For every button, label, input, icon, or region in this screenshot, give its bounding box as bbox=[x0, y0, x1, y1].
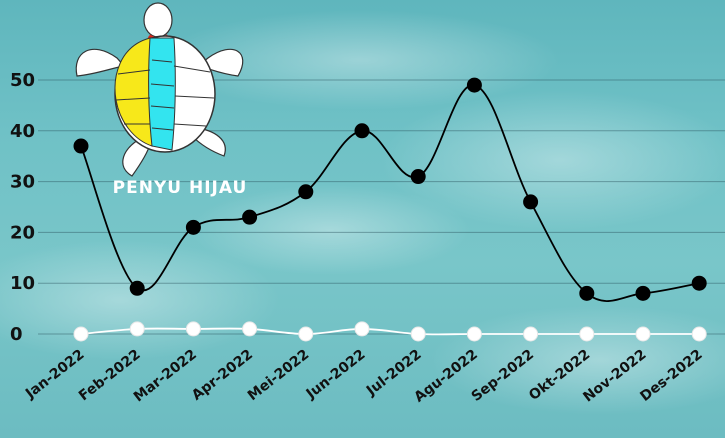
data-point bbox=[73, 138, 89, 154]
data-point bbox=[579, 285, 595, 301]
y-tick-label: 30 bbox=[10, 172, 35, 193]
data-point bbox=[466, 77, 482, 93]
data-point bbox=[354, 321, 370, 337]
x-tick-label: Agu-2022 bbox=[411, 347, 480, 406]
data-point bbox=[635, 326, 651, 342]
data-point bbox=[410, 326, 426, 342]
data-point bbox=[354, 123, 370, 139]
x-tick-label: Nov-2022 bbox=[580, 347, 649, 406]
data-point bbox=[579, 326, 595, 342]
green-sea-turtle-icon: PENYU HIJAU bbox=[75, 2, 248, 198]
data-point bbox=[523, 194, 539, 210]
x-tick-label: Mei-2022 bbox=[245, 347, 312, 405]
x-tick-label: Des-2022 bbox=[637, 347, 705, 405]
x-tick-label: Apr-2022 bbox=[189, 347, 256, 404]
data-point bbox=[242, 321, 258, 337]
data-point bbox=[466, 326, 482, 342]
data-point bbox=[410, 169, 426, 185]
data-point bbox=[129, 321, 145, 337]
series-0 bbox=[73, 77, 707, 302]
x-tick-label: Mar-2022 bbox=[131, 347, 200, 406]
data-point bbox=[185, 219, 201, 235]
data-point bbox=[523, 326, 539, 342]
logo-caption: PENYU HIJAU bbox=[113, 178, 248, 198]
y-tick-label: 10 bbox=[10, 273, 35, 294]
y-tick-label: 40 bbox=[10, 121, 35, 142]
data-point bbox=[129, 280, 145, 296]
data-point bbox=[691, 326, 707, 342]
series-1 bbox=[73, 321, 707, 342]
series-layer bbox=[73, 77, 707, 342]
data-point bbox=[298, 184, 314, 200]
y-axis-ticks: 0 10 20 30 40 50 bbox=[10, 70, 35, 345]
x-axis-ticks: Jan-2022Feb-2022Mar-2022Apr-2022Mei-2022… bbox=[22, 347, 706, 406]
data-point bbox=[73, 326, 89, 342]
data-point bbox=[635, 285, 651, 301]
data-point bbox=[185, 321, 201, 337]
y-tick-label: 0 bbox=[10, 324, 23, 345]
data-point bbox=[242, 209, 258, 225]
x-tick-label: Sep-2022 bbox=[469, 347, 537, 405]
y-tick-label: 20 bbox=[10, 222, 35, 243]
x-tick-label: Jun-2022 bbox=[303, 347, 369, 403]
y-tick-label: 50 bbox=[10, 70, 35, 91]
data-point bbox=[298, 326, 314, 342]
data-point bbox=[691, 275, 707, 291]
